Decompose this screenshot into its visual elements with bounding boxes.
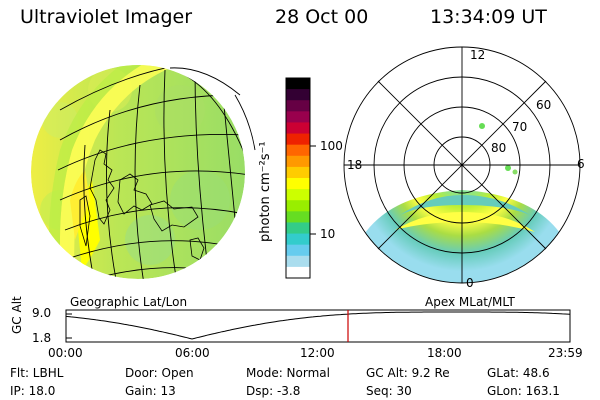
geographic-grid: [57, 65, 245, 279]
colorbar-band: [286, 244, 310, 257]
status-dsp: Dsp: -3.8: [246, 384, 301, 398]
colorbar-band: [286, 100, 310, 112]
status-flt: Flt: LBHL: [10, 366, 64, 380]
lat-label-80: 80: [491, 141, 507, 155]
colorbar-band: [286, 111, 310, 123]
status-gc-alt: GC Alt: 9.2 Re: [366, 366, 450, 380]
mlt-label-6: 6: [577, 157, 585, 171]
date-label: 28 Oct 00: [275, 6, 369, 28]
x-tick-2359: 23:59: [548, 346, 583, 360]
x-tick-0000: 00:00: [48, 346, 83, 360]
status-glon: GLon: 163.1: [487, 384, 560, 398]
status-gain: Gain: 13: [125, 384, 176, 398]
mlt-label-18: 18: [347, 158, 363, 172]
colorbar-band: [286, 166, 310, 179]
coastlines: [79, 149, 205, 261]
colorbar-band: [286, 255, 310, 268]
colorbar-band: [286, 200, 310, 212]
colorbar-band: [286, 211, 310, 223]
colorbar-band: [286, 133, 310, 146]
grid-overhang: [169, 67, 256, 151]
colorbar-band: [286, 189, 310, 201]
colorbar-band: [286, 155, 310, 168]
y-tick-1.8: 1.8: [32, 331, 52, 345]
colorbar-band: [286, 144, 310, 157]
status-seq: Seq: 30: [366, 384, 412, 398]
timeline-plot: [65, 309, 571, 343]
x-tick-0600: 06:00: [175, 346, 210, 360]
x-tick-1800: 18:00: [427, 346, 462, 360]
status-glat: GLat: 48.6: [487, 366, 550, 380]
time-label: 13:34:09 UT: [430, 6, 547, 28]
polar-grid: [343, 46, 581, 284]
timeline-axis-title: GC Alt: [10, 296, 24, 334]
colorbar-band: [286, 233, 310, 246]
status-door: Door: Open: [125, 366, 194, 380]
colorbar: [286, 78, 310, 279]
instrument-title: Ultraviolet Imager: [20, 6, 193, 28]
y-tick-9: 9.0: [32, 306, 52, 320]
status-ip: IP: 18.0: [10, 384, 56, 398]
x-tick-1200: 12:00: [300, 346, 335, 360]
geo-panel-label: Geographic Lat/Lon: [70, 295, 188, 309]
colorbar-band: [286, 222, 310, 235]
colorbar-label-100: 100: [320, 139, 343, 153]
mlt-label-0: 0: [466, 276, 474, 290]
colorbar-band: [286, 78, 310, 90]
colorbar-band: [286, 266, 310, 279]
colorbar-frame: [285, 77, 311, 279]
lat-label-60: 60: [536, 98, 552, 112]
polar-panel-label: Apex MLat/MLT: [425, 295, 515, 309]
mlt-label-12: 12: [470, 48, 486, 62]
status-mode: Mode: Normal: [246, 366, 330, 380]
colorbar-label-10: 10: [320, 227, 336, 241]
colorbar-band: [286, 178, 310, 190]
colorbar-unit-label: photon cm⁻²s⁻¹: [258, 141, 273, 242]
colorbar-band: [286, 122, 310, 135]
lat-label-70: 70: [512, 120, 528, 134]
colorbar-band: [286, 89, 310, 101]
